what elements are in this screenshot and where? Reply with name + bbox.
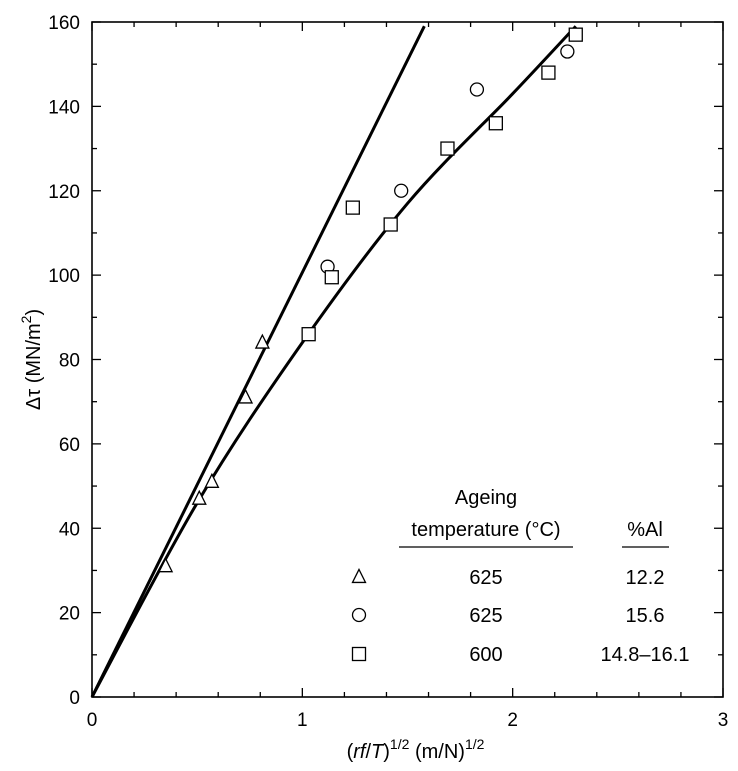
triangle-point — [254, 333, 270, 349]
x-axis-title-part: (m/N) — [409, 741, 465, 763]
y-tick-label: 60 — [59, 435, 80, 456]
triangle-point — [191, 489, 207, 505]
legend-col1-header-line1: Ageing — [455, 487, 517, 509]
square-point — [541, 65, 556, 80]
plot-frame — [91, 21, 724, 698]
x-tick-label: 3 — [718, 710, 729, 731]
legend-temperature: 625 — [469, 605, 502, 627]
data-points — [158, 27, 583, 573]
triangle-point — [204, 472, 220, 488]
triangle-point — [158, 557, 174, 573]
legend-circle-marker — [351, 607, 367, 623]
y-axis-title-part: ) — [23, 309, 45, 316]
legend-al: 14.8–16.1 — [601, 644, 690, 666]
y-tick-label: 0 — [69, 688, 80, 709]
x-axis-title-part: T — [371, 741, 385, 763]
y-tick-label: 160 — [48, 13, 80, 34]
x-axis-title-part: 1/2 — [465, 736, 485, 752]
square-point — [324, 270, 339, 285]
x-axis-title-part: rf — [353, 741, 368, 763]
legend-temperature: 600 — [469, 644, 502, 666]
y-axis-title: Δτ (MN/m2) — [18, 309, 45, 410]
y-tick-label: 100 — [48, 266, 80, 287]
x-axis-title: (rf/T)1/2 (m/N)1/2 — [347, 736, 485, 763]
x-tick-label: 2 — [507, 710, 518, 731]
y-tick-label: 80 — [59, 351, 80, 372]
y-tick-label: 120 — [48, 182, 80, 203]
y-tick-label: 40 — [59, 519, 80, 540]
y-axis-title-part: 2 — [18, 315, 34, 323]
legend-col1-header-line2: temperature (°C) — [411, 519, 560, 541]
fit-line-1 — [90, 25, 426, 698]
legend-temperature: 625 — [469, 567, 502, 589]
fit-lines — [90, 25, 577, 698]
circle-point — [560, 44, 575, 59]
x-tick-label: 0 — [87, 710, 98, 731]
x-axis-title-part: / — [365, 741, 371, 763]
x-axis-title-part: 1/2 — [390, 736, 410, 752]
square-point — [568, 27, 583, 42]
legend-triangle-marker — [351, 568, 367, 584]
y-axis-title-part: Δτ (MN/m — [23, 323, 45, 410]
fit-line-2 — [90, 25, 577, 698]
x-tick-label: 1 — [297, 710, 308, 731]
y-tick-label: 140 — [48, 97, 80, 118]
square-point — [345, 200, 360, 215]
circle-point — [469, 82, 485, 97]
y-tick-label: 20 — [59, 604, 80, 625]
square-point — [440, 141, 455, 156]
legend-square-marker — [351, 646, 367, 662]
square-point — [383, 217, 398, 232]
legend-al: 15.6 — [626, 605, 665, 627]
square-point — [301, 327, 316, 342]
legend-col2-header: %Al — [627, 519, 663, 541]
x-axis-title-part: ( — [347, 741, 354, 763]
circle-point — [394, 183, 409, 198]
x-axis-title-part: ) — [383, 741, 390, 763]
square-point — [488, 116, 503, 131]
triangle-point — [237, 388, 254, 404]
legend: Ageing temperature (°C) %Al 625 12.2 625 15.6 6… — [351, 487, 690, 666]
legend-al: 12.2 — [626, 567, 665, 589]
